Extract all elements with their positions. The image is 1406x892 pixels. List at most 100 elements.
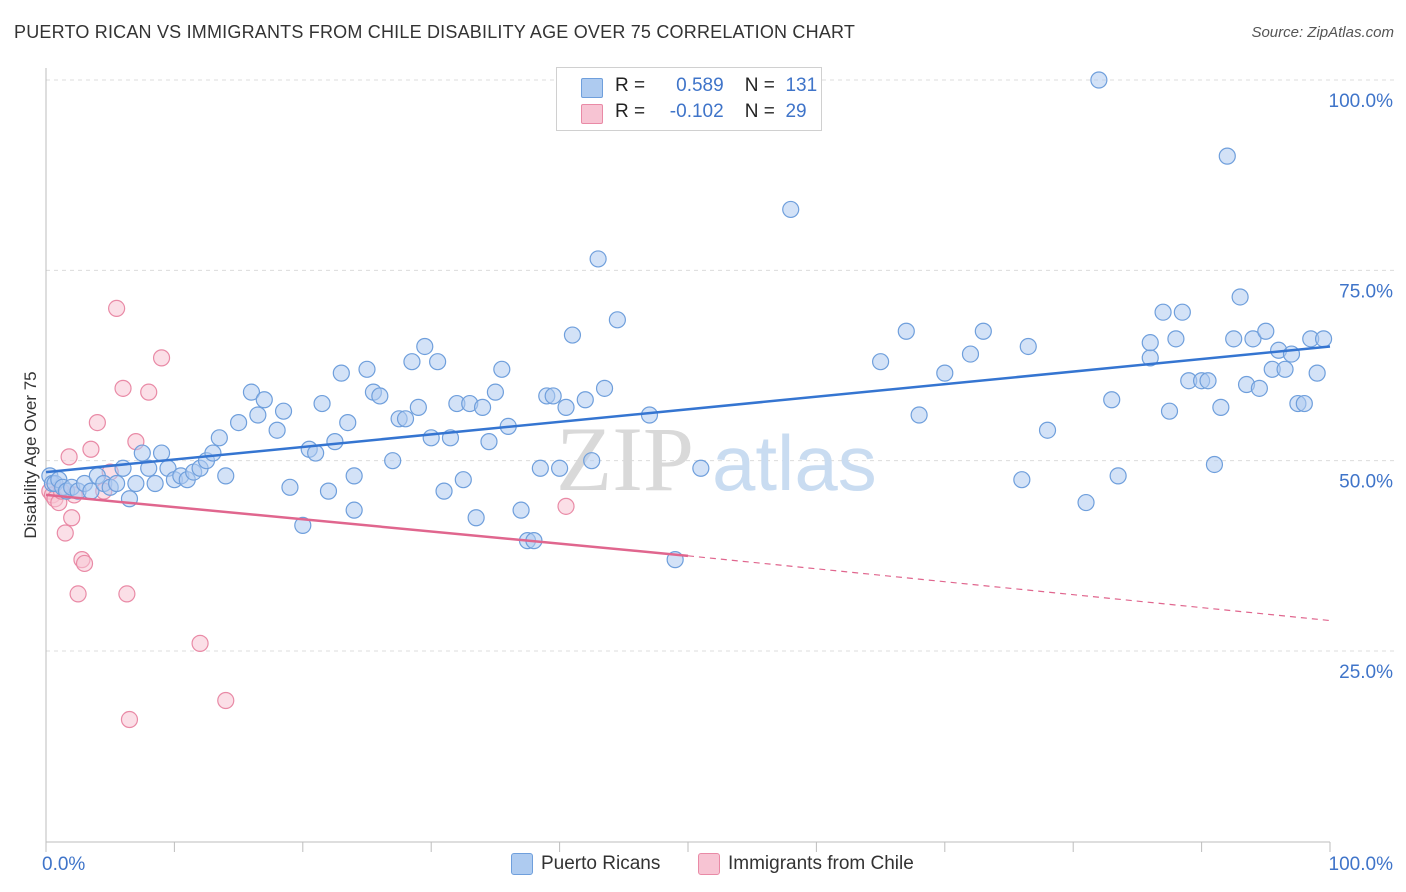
chile-point [120, 710, 139, 729]
puerto-rican-point [319, 482, 338, 500]
puerto-rican-point [961, 345, 980, 363]
puerto-rican-point [108, 474, 126, 493]
puerto-rican-point [358, 360, 376, 378]
puerto-rican-point [576, 391, 594, 409]
puerto-rican-point [339, 414, 357, 432]
n-value: 131 [785, 75, 818, 96]
puerto-rican-point [1257, 322, 1275, 340]
puerto-rican-point [416, 337, 434, 356]
puerto-rican-point [467, 509, 485, 527]
blue-swatch [581, 78, 603, 98]
r-label: R = [615, 101, 646, 122]
puerto-rican-point [371, 387, 389, 405]
puerto-rican-point [1103, 391, 1121, 409]
x-tick-label: 0.0% [42, 854, 85, 875]
chile-point [63, 509, 81, 527]
puerto-rican-point [345, 501, 363, 519]
trend-lines [45, 345, 1331, 622]
puerto-rican-point [1218, 147, 1236, 165]
chile-point [217, 691, 235, 710]
chart-title: PUERTO RICAN VS IMMIGRANTS FROM CHILE DI… [14, 22, 856, 42]
correlation-legend: R = 0.589 N = 131 R = -0.102 N = 29 [556, 67, 822, 131]
puerto-rican-trend-line [45, 345, 1331, 474]
watermark-atlas: atlas [712, 419, 877, 507]
y-tick-label: 100.0% [1329, 91, 1394, 112]
puerto-rican-point [1212, 398, 1230, 416]
pink-swatch [698, 853, 720, 875]
puerto-rican-point [974, 322, 992, 340]
chile-point [557, 497, 575, 515]
puerto-rican-point [1141, 334, 1159, 352]
puerto-rican-point [1090, 71, 1108, 89]
puerto-rican-point [544, 387, 562, 405]
puerto-rican-point [1225, 330, 1243, 348]
puerto-rican-point [384, 452, 402, 470]
puerto-rican-point [608, 311, 626, 329]
puerto-rican-point [1077, 493, 1095, 512]
puerto-rican-point [435, 482, 453, 500]
puerto-rican-point [782, 200, 800, 219]
r-value: 0.589 [676, 75, 724, 96]
puerto-rican-point [1231, 288, 1249, 306]
puerto-rican-point [1308, 364, 1326, 382]
n-value: 29 [785, 101, 807, 122]
puerto-rican-point [230, 414, 248, 432]
x-tick-label: 100.0% [1329, 854, 1394, 875]
puerto-rican-point [396, 410, 415, 428]
puerto-rican-point [422, 429, 440, 447]
puerto-rican-point [493, 360, 511, 378]
puerto-rican-point [557, 398, 575, 416]
puerto-rican-point [403, 353, 421, 371]
puerto-rican-point [409, 398, 427, 416]
chile-point [75, 554, 94, 573]
pink-swatch [581, 104, 603, 124]
puerto-rican-point [1019, 337, 1037, 356]
puerto-rican-point [268, 421, 286, 439]
puerto-rican-point [1244, 330, 1262, 348]
puerto-rican-point [249, 406, 267, 424]
puerto-rican-point [255, 391, 273, 409]
chile-points [41, 299, 575, 729]
chile-point [69, 585, 87, 603]
puerto-rican-point [1276, 360, 1294, 378]
puerto-rican-point [345, 467, 363, 485]
puerto-rican-point [1013, 471, 1031, 489]
puerto-rican-point [936, 364, 954, 382]
r-label: R = [615, 75, 646, 96]
puerto-rican-point [429, 353, 447, 371]
puerto-rican-point [454, 471, 472, 489]
tick-labels: 25.0% 50.0% 75.0% 100.0% 0.0% 100.0% [42, 91, 1393, 875]
r-value: -0.102 [669, 101, 724, 122]
puerto-rican-point [146, 474, 164, 493]
puerto-rican-point [274, 402, 293, 420]
puerto-rican-point [281, 478, 299, 496]
puerto-rican-point [473, 398, 492, 416]
puerto-rican-point [152, 444, 171, 462]
chile-point [191, 634, 209, 652]
chile-point [60, 448, 78, 466]
puerto-rican-point [294, 516, 312, 534]
y-axis-label: Disability Age Over 75 [21, 371, 40, 538]
chile-point [88, 414, 106, 432]
grid-lines [46, 79, 1395, 652]
puerto-rican-point [692, 459, 710, 477]
puerto-rican-point [127, 474, 145, 493]
puerto-rican-point [1154, 303, 1172, 321]
puerto-rican-point [1160, 402, 1179, 420]
source-label: Source: ZipAtlas.com [1251, 24, 1394, 41]
n-label: N = [744, 75, 775, 96]
puerto-rican-point [1173, 303, 1191, 321]
chile-point [56, 524, 74, 542]
chile-point [82, 440, 100, 458]
puerto-rican-point [897, 322, 915, 340]
chile-point [140, 383, 158, 401]
watermark-zip: ZIP [556, 408, 694, 510]
puerto-rican-point [1199, 372, 1217, 390]
puerto-rican-point [1295, 394, 1313, 413]
puerto-rican-point [242, 383, 261, 401]
puerto-rican-point [1314, 330, 1333, 348]
puerto-rican-point [486, 383, 504, 401]
puerto-rican-point [1205, 455, 1224, 474]
puerto-rican-point [332, 364, 350, 382]
